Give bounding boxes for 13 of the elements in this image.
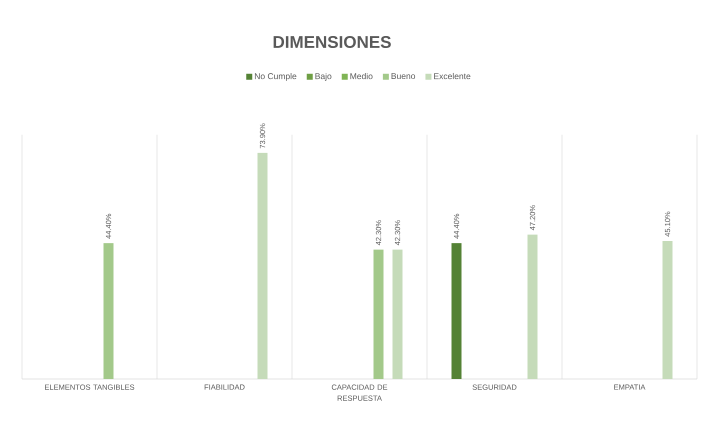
bar (452, 243, 462, 379)
legend-label: Bajo (315, 72, 332, 81)
bar (528, 234, 538, 379)
bar (662, 240, 673, 379)
legend-label: Bueno (392, 73, 416, 80)
bar (104, 243, 114, 379)
chart-title: DIMENSIONES (274, 36, 391, 48)
legend-label: Excelente (434, 72, 470, 80)
legend-label: Medio (350, 72, 373, 80)
legend-label: No Cumple (254, 72, 296, 81)
bar (258, 152, 268, 379)
bar (374, 250, 384, 379)
bar (392, 250, 403, 379)
